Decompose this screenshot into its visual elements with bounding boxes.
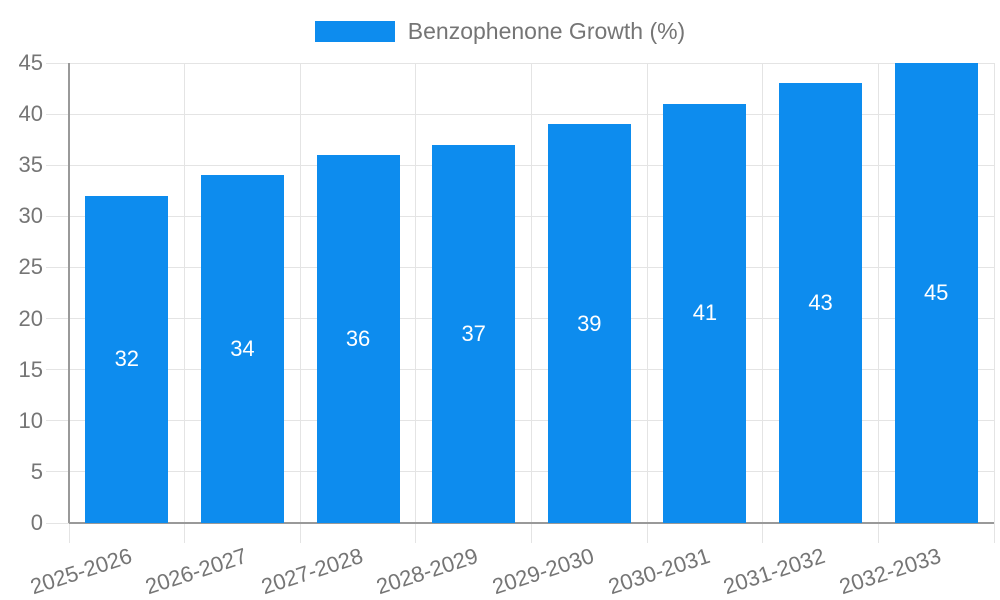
y-tick-mark <box>46 113 69 115</box>
bar-value-label: 39 <box>577 310 602 336</box>
y-tick-label: 10 <box>18 407 43 433</box>
x-gridline <box>646 63 648 523</box>
bar <box>547 124 631 523</box>
x-tick-mark <box>646 523 648 543</box>
y-tick-mark <box>46 420 69 422</box>
x-axis-line <box>69 522 994 524</box>
x-tick-label: 2029-2030 <box>489 543 598 600</box>
x-tick-mark <box>299 523 301 543</box>
x-tick-mark <box>415 523 417 543</box>
x-tick-mark <box>531 523 532 543</box>
y-tick-mark <box>46 266 69 268</box>
x-tick-label: 2032-2033 <box>836 543 944 600</box>
x-tick-mark <box>762 523 764 543</box>
bar-value-label: 45 <box>923 280 949 305</box>
x-tick-mark <box>877 523 879 543</box>
y-tick-label: 20 <box>18 305 43 331</box>
x-tick-label: 2025-2026 <box>26 543 135 600</box>
x-gridline <box>762 63 764 523</box>
bar <box>432 144 516 523</box>
x-tick-mark <box>993 523 995 543</box>
x-tick-label: 2030-2031 <box>604 543 713 600</box>
bar-value-label: 36 <box>345 326 371 351</box>
bar-value-label: 34 <box>230 336 255 362</box>
y-tick-label: 30 <box>18 203 43 229</box>
y-axis-line <box>68 63 70 523</box>
bar-value-label: 37 <box>461 320 486 346</box>
y-tick-label: 25 <box>18 254 43 280</box>
y-tick-mark <box>46 62 69 64</box>
y-tick-mark <box>46 471 69 473</box>
bar-value-label: 41 <box>692 300 718 326</box>
legend-label: Benzophenone Growth (%) <box>407 18 686 44</box>
x-tick-label: 2031-2032 <box>720 543 829 600</box>
y-tick-label: 40 <box>18 101 43 127</box>
x-tick-label: 2026-2027 <box>142 543 251 600</box>
x-gridline <box>299 63 301 523</box>
y-tick-mark <box>46 522 69 524</box>
x-gridline <box>531 63 532 523</box>
y-tick-mark <box>46 164 69 166</box>
bar <box>663 103 747 523</box>
bar <box>894 63 978 523</box>
x-tick-mark <box>68 523 70 543</box>
x-gridline <box>877 63 879 523</box>
x-gridline <box>184 63 186 523</box>
bar <box>200 175 284 523</box>
bar-value-label: 32 <box>114 346 140 372</box>
bar <box>316 155 400 523</box>
bar <box>85 195 169 523</box>
x-tick-label: 2027-2028 <box>257 543 366 600</box>
y-tick-label: 35 <box>18 152 43 178</box>
x-tick-label: 2028-2029 <box>373 543 482 600</box>
y-tick-mark <box>46 369 69 371</box>
y-tick-label: 15 <box>18 356 43 382</box>
x-gridline <box>993 63 995 523</box>
bar-value-label: 43 <box>808 290 833 316</box>
y-tick-label: 45 <box>18 50 43 75</box>
legend[interactable]: Benzophenone Growth (%) <box>0 18 1000 45</box>
x-tick-mark <box>184 523 186 543</box>
y-tick-label: 0 <box>30 510 43 535</box>
x-gridline <box>415 63 417 523</box>
y-tick-mark <box>46 215 69 217</box>
bar <box>779 83 863 523</box>
legend-color-swatch <box>314 21 395 42</box>
y-tick-mark <box>46 318 69 320</box>
y-tick-label: 5 <box>30 458 43 484</box>
